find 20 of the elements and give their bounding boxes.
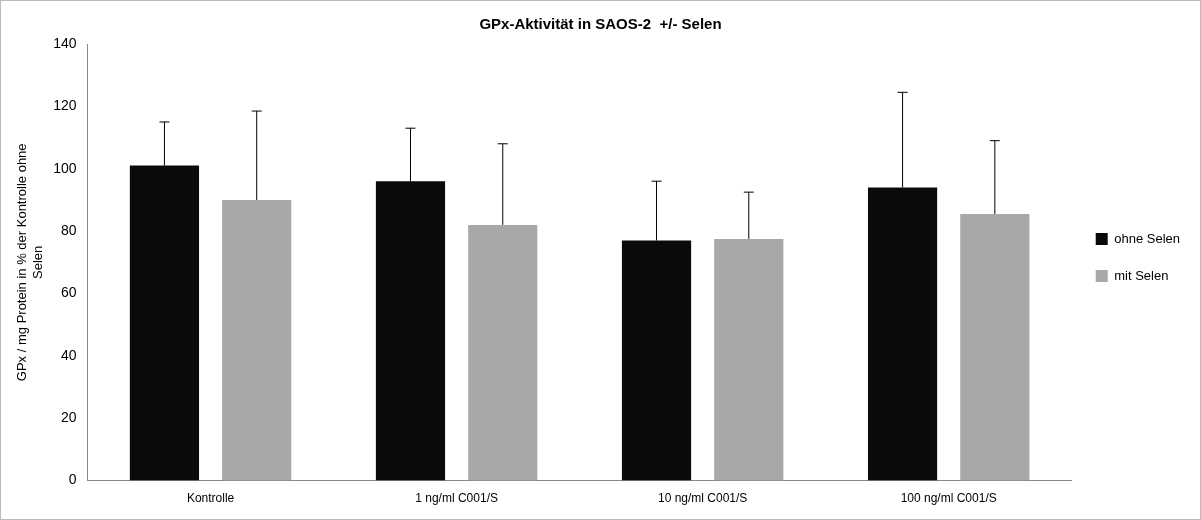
- y-tick-label: 40: [60, 346, 77, 363]
- bar: [960, 213, 1030, 481]
- legend-label: ohne Selen: [1114, 230, 1180, 246]
- bar: [714, 238, 784, 481]
- y-tick-label: 20: [60, 409, 77, 426]
- bar: [222, 199, 292, 481]
- x-tick-label: 10 ng/ml C001/S: [657, 491, 748, 506]
- y-tick-label: 80: [60, 221, 77, 238]
- y-axis-title: GPx / mg Protein in % der Kontrolle ohne Selen: [14, 143, 45, 382]
- y-tick-label: 0: [68, 471, 77, 488]
- y-tick-label: 100: [53, 159, 77, 176]
- bar: [468, 224, 538, 481]
- legend-label: mit Selen: [1114, 267, 1169, 283]
- y-tick-label: 120: [53, 97, 77, 114]
- y-tick-label: 140: [53, 34, 77, 51]
- y-tick-label: 60: [60, 284, 77, 301]
- x-tick-label: Kontrolle: [186, 491, 235, 506]
- chart-title: GPx-Aktivität in SAOS-2 +/- Selen: [479, 15, 722, 33]
- x-tick-label: 100 ng/ml C001/S: [900, 491, 997, 506]
- x-tick-label: 1 ng/ml C001/S: [415, 491, 498, 506]
